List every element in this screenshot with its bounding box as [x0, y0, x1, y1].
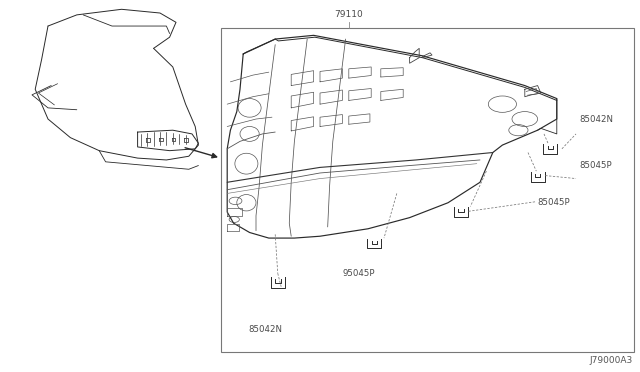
Text: 95045P: 95045P [342, 269, 374, 278]
Text: J79000A3: J79000A3 [589, 356, 632, 365]
Text: 85045P: 85045P [538, 198, 570, 207]
Text: 85045P: 85045P [579, 161, 612, 170]
Text: 79110: 79110 [335, 10, 363, 19]
Bar [221, 28, 634, 352]
Text: 85042N: 85042N [579, 115, 613, 124]
Text: 85042N: 85042N [248, 325, 283, 334]
